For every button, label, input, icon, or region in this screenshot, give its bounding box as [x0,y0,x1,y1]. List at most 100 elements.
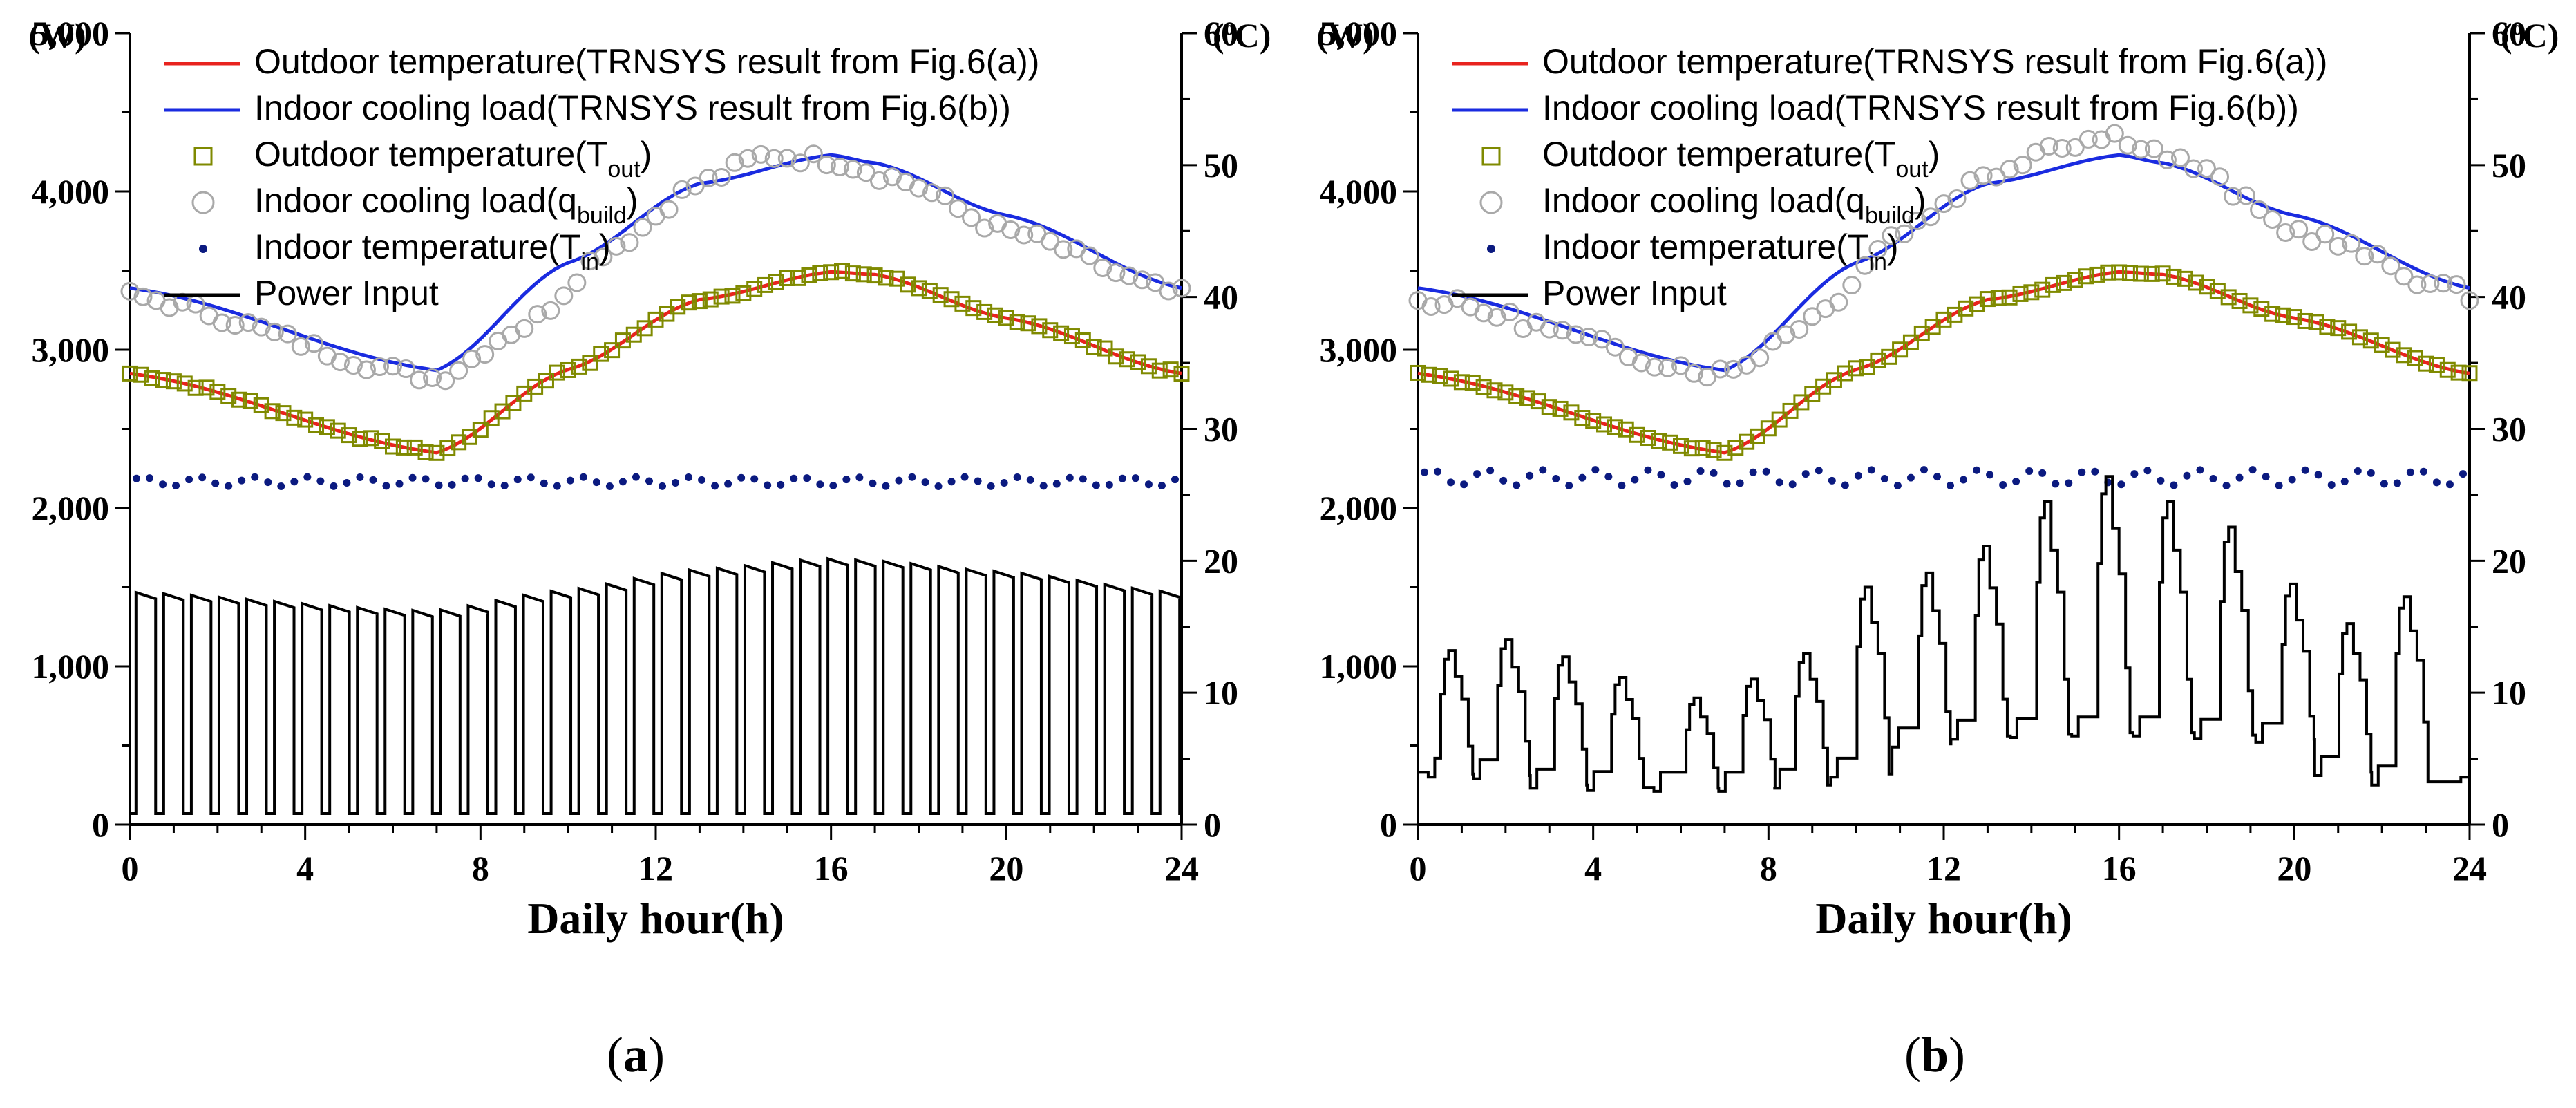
cooling-load-point [410,370,429,390]
cooling-load-point [1658,358,1677,377]
indoor-temperature-point [2183,471,2191,480]
legend-label-subscript: out [1895,156,1929,182]
indoor-temperature-point [2288,476,2296,484]
legend-item: Indoor cooling load(qbuild) [191,181,638,229]
cooling-load-point [882,167,902,187]
cooling-load-point [1750,348,1770,368]
indoor-temperature-point [2248,466,2257,474]
y-left-tick-label: 3,000 [32,330,110,369]
legend-label-subscript: in [1868,249,1886,275]
cooling-load-point [804,144,823,164]
outdoor-temperature-point [1162,361,1179,378]
indoor-temperature-point [2432,478,2441,487]
legend-label: Power Input [1542,274,1727,312]
legend-label-subscript: build [577,203,627,229]
legend-label-main: Indoor temperature(T [1542,227,1868,266]
indoor-temperature-point [605,482,614,490]
indoor-temperature-point [435,481,443,489]
outdoor-temperature-point [965,300,982,317]
outdoor-temperature-point [2418,355,2434,372]
outdoor-temperature-point [844,265,861,282]
cooling-load-point [936,186,955,205]
left-axis-unit: (W) [1316,16,1374,55]
series-indoor-temperature-tin- [133,473,1179,490]
indoor-temperature-point [474,474,482,482]
indoor-temperature-point [356,473,364,481]
outdoor-temperature-point [2089,266,2105,283]
legend-label-main: Indoor cooling load(q [1542,181,1865,220]
indoor-temperature-point [698,476,706,484]
legend-label: Indoor temperature(Tin) [254,227,611,275]
outdoor-temperature-point [1432,368,1448,384]
cooling-load-point [2447,275,2466,294]
outdoor-temperature-point [2461,365,2478,382]
outdoor-temperature-point [374,433,390,449]
cooling-load-point [265,322,284,341]
outdoor-temperature-point [1053,325,1070,341]
indoor-temperature-point [1591,466,1600,474]
cooling-load-point [1474,303,1493,323]
outdoor-temperature-point [2319,319,2336,335]
outdoor-temperature-point [1508,388,1525,404]
cooling-load-point [712,167,731,187]
indoor-temperature-point [711,482,719,490]
x-tick-label: 8 [472,849,489,888]
outdoor-temperature-point [2166,268,2182,285]
indoor-temperature-point [908,473,916,481]
outdoor-temperature-point [998,310,1014,326]
outdoor-temperature-point [681,294,697,311]
outdoor-temperature-point [406,439,423,456]
indoor-temperature-point [2419,467,2427,476]
outdoor-temperature-point [1563,404,1580,421]
indoor-temperature-point [1723,480,1731,488]
trnsys-line [129,153,1182,373]
indoor-temperature-point [1631,476,1639,484]
indoor-temperature-point [2012,478,2020,486]
outdoor-temperature-point [757,276,774,293]
y-right-tick-label: 60 [1204,14,1238,53]
outdoor-temperature-point [2341,323,2358,340]
outdoor-temperature-point [987,307,1003,323]
outdoor-temperature-point [231,391,248,408]
x-tick-label: 0 [1410,849,1427,888]
outdoor-temperature-point [1596,416,1613,433]
outdoor-temperature-point [2275,307,2291,323]
y-right-tick-label: 50 [2492,146,2526,185]
indoor-temperature-point [211,479,220,487]
indoor-temperature-point [645,477,653,485]
outdoor-temperature-point [1130,354,1146,370]
indoor-temperature-point [513,476,522,484]
legend-item: Indoor cooling load(TRNSYS result from F… [1452,88,2299,127]
outdoor-temperature-point [1464,374,1481,391]
indoor-temperature-point [1092,481,1100,489]
indoor-temperature-point [2130,470,2139,478]
outdoor-temperature-point [1108,348,1124,365]
cooling-load-point [843,160,862,179]
indoor-temperature-point [1000,478,1008,487]
indoor-temperature-point [303,473,312,481]
outdoor-temperature-point [549,364,565,381]
series-indoor-cooling-load-qbuild- [1408,124,2479,387]
legend-label: Indoor cooling load(qbuild) [254,181,638,229]
y-right-tick-label: 0 [2492,805,2509,844]
plot-area [1408,124,2479,793]
cooling-load-point [1842,276,1862,295]
cooling-load-point [343,356,363,375]
outdoor-temperature-point [385,438,401,455]
cooling-load-point [449,361,468,380]
cooling-load-point [830,158,849,177]
y-left-tick-label: 4,000 [1320,172,1398,211]
cooling-load-point [2276,223,2295,242]
outdoor-temperature-point [614,332,631,349]
indoor-temperature-point [2170,481,2178,489]
outdoor-temperature-point [2122,265,2139,281]
indoor-temperature-point [264,478,272,487]
cooling-load-point [2065,138,2085,157]
y-right-tick-label: 10 [2492,673,2526,712]
outdoor-temperature-point [1979,291,1996,308]
outdoor-temperature-point [878,270,894,286]
indoor-temperature-point [685,473,693,481]
outdoor-temperature-point [155,372,171,388]
outdoor-temperature-point [2286,309,2302,326]
outdoor-temperature-point [1519,390,1536,406]
